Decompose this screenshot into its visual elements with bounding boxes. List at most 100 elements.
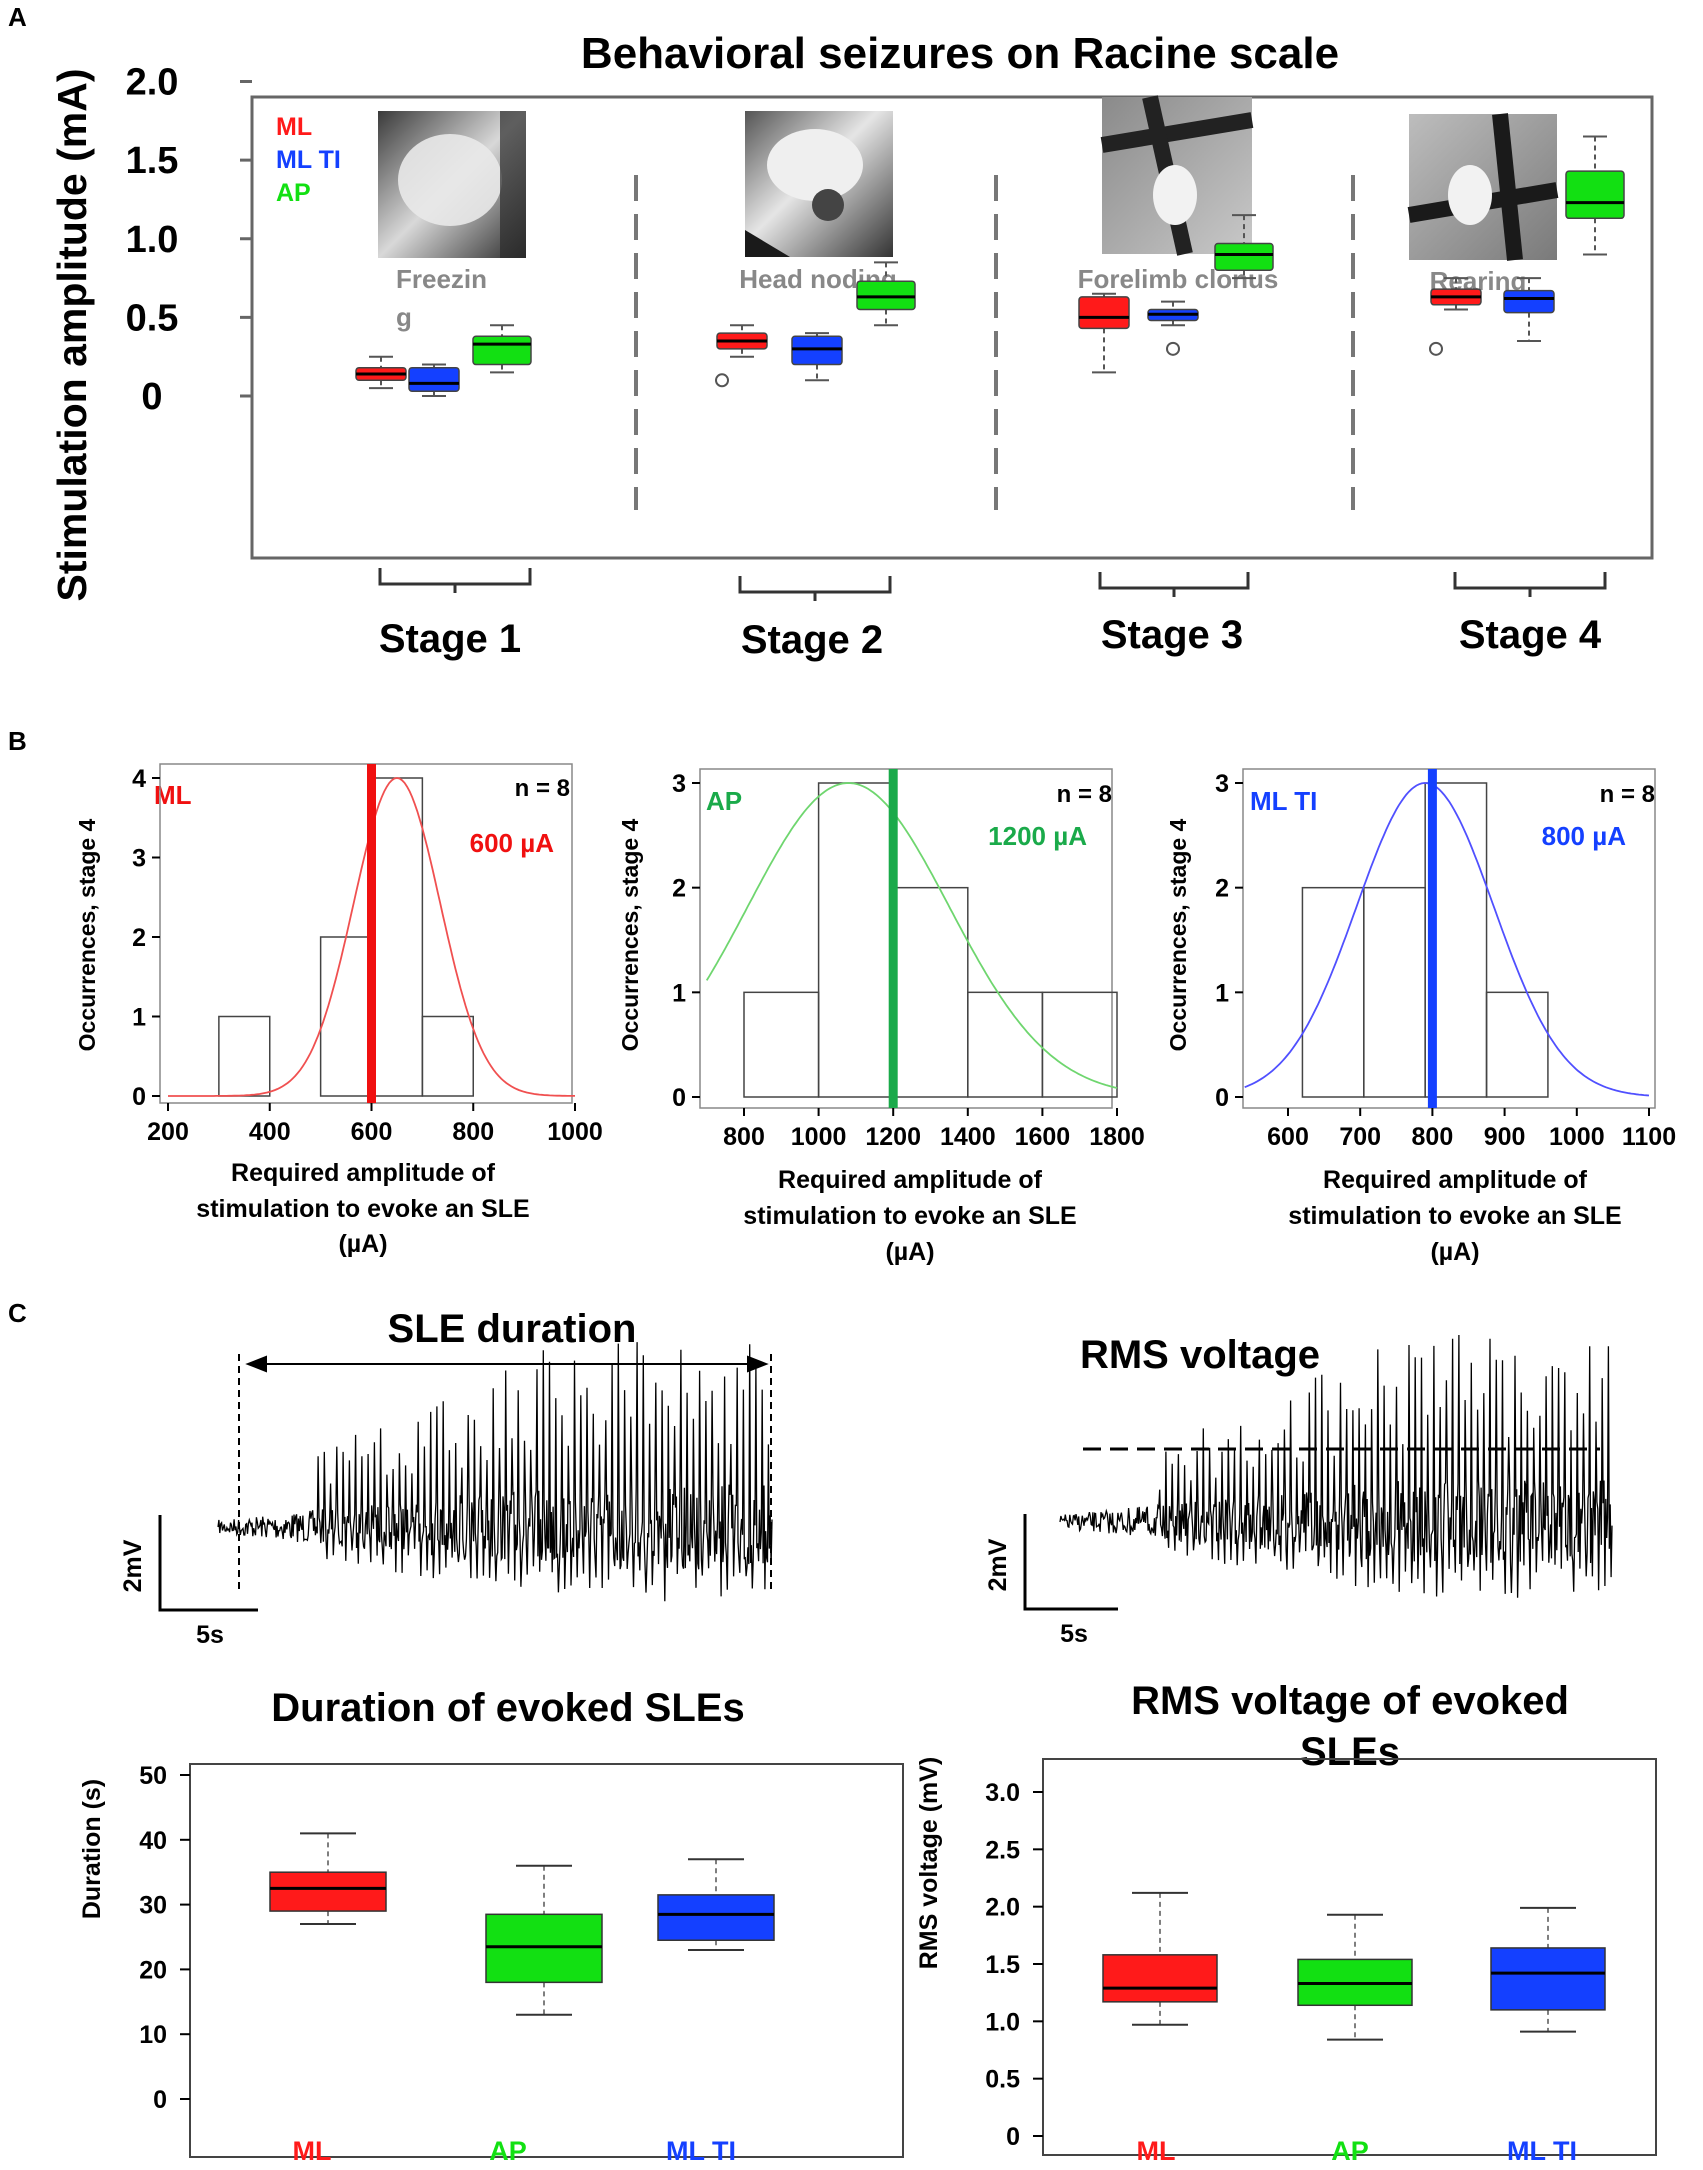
panel-a-ytick-label: 2.0 <box>126 62 179 104</box>
panel-a-ylabel: Stimulation amplitude (mA) <box>49 69 95 602</box>
outlier-point <box>1166 341 1180 356</box>
scale-bar-2: 2mV 5s <box>984 1514 1118 1648</box>
histogram-ml-ti-ylabel: Occurrences, stage 4 <box>1165 818 1191 1051</box>
category-label: ML <box>293 2136 332 2166</box>
histogram-ytick-label: 3 <box>1215 770 1229 798</box>
box-ap-stage-4 <box>1565 135 1625 256</box>
box-ml-ti: ML TI <box>657 1858 775 2166</box>
category-label: ML TI <box>1507 2136 1577 2166</box>
panel-a-title: Behavioral seizures on Racine scale <box>581 29 1339 78</box>
forelimb-clonus-photo <box>1100 95 1254 256</box>
histogram-ml: ML n = 8 600 µA Occurrences, stage 4 Req… <box>74 763 603 1258</box>
histogram-ml-ylabel: Occurrences, stage 4 <box>74 818 100 1051</box>
box-body <box>485 1913 603 1984</box>
histogram-ap-xlabel-1: Required amplitude of <box>778 1166 1043 1194</box>
panel-a-y-axis: 0 0.5 1.0 1.5 2.0 <box>126 62 252 418</box>
box-ml-stage-1 <box>355 355 407 390</box>
boxplot-ytick-label: 30 <box>139 1892 167 1920</box>
histogram-xtick-label: 1200 <box>865 1123 921 1151</box>
histogram-ytick-label: 4 <box>132 765 146 793</box>
histogram-xtick-label: 900 <box>1484 1123 1526 1151</box>
histogram-ytick-label: 2 <box>1215 875 1229 903</box>
freezing-photo <box>378 111 526 258</box>
boxplot-ytick-label: 10 <box>139 2021 167 2049</box>
normal-fit-curve <box>705 782 1118 1089</box>
box-body <box>1102 1954 1218 2003</box>
histogram-ml-ti-xlabel-1: Required amplitude of <box>1323 1166 1588 1194</box>
boxplot-ytick-label: 2.5 <box>985 1836 1020 1864</box>
boxplot-ytick-label: 0.5 <box>985 2066 1020 2094</box>
histogram-ap-n: n = 8 <box>1057 781 1112 808</box>
box-ap: AP <box>485 1864 603 2166</box>
boxplot-ytick-label: 1.0 <box>985 2008 1020 2036</box>
histogram-ml-ti-title: ML TI <box>1250 786 1317 816</box>
category-label: ML TI <box>666 2136 736 2166</box>
histogram-xtick-label: 1000 <box>1549 1123 1605 1151</box>
histogram-frame <box>699 768 1113 1109</box>
histogram-xtick-label: 1000 <box>547 1118 603 1146</box>
box-ml: ML <box>1102 1891 1218 2166</box>
histogram-ytick-label: 1 <box>132 1004 146 1032</box>
stage-1-label: Stage 1 <box>379 617 521 661</box>
boxplot-ytick-label: 50 <box>139 1762 167 1790</box>
duration-boxplot-marks: 0 10 20 30 40 50 ML AP ML TI <box>139 1762 775 2166</box>
eeg-trace-duration <box>217 1342 773 1602</box>
histogram-ytick-label: 0 <box>1215 1084 1229 1112</box>
panel-b-label: B <box>8 726 27 756</box>
histogram-xtick-label: 1600 <box>1015 1123 1071 1151</box>
scale-bar-1-voltage: 2mV <box>119 1539 147 1592</box>
histogram-frame <box>159 763 573 1104</box>
panel-a-ytick-label: 1.5 <box>126 140 179 182</box>
histogram-ml-xlabel-3: (µA) <box>338 1230 387 1258</box>
box-ap-stage-3 <box>1214 214 1274 280</box>
rms-voltage-title: RMS voltage <box>1080 1333 1320 1377</box>
boxplot-ytick-label: 0 <box>153 2086 167 2114</box>
rms-boxplot-frame <box>1042 1758 1657 2156</box>
box-ml-stage-2 <box>715 324 768 388</box>
behavior-label-freezing-wrap: g <box>396 302 412 332</box>
histogram-bar <box>1485 991 1549 1098</box>
scale-bar-2-voltage: 2mV <box>984 1538 1012 1591</box>
histogram-bar <box>817 782 894 1098</box>
histogram-bar <box>218 1015 271 1097</box>
boxplot-ytick-label: 3.0 <box>985 1779 1020 1807</box>
histogram-bar <box>319 936 373 1097</box>
histogram-ml-ti: ML TI n = 8 800 µA Occurrences, stage 4 … <box>1165 768 1676 1266</box>
box-ap: AP <box>1297 1913 1413 2166</box>
duration-boxplot-title: Duration of evoked SLEs <box>271 1686 744 1730</box>
panel-c-label: C <box>8 1298 27 1328</box>
histogram-ap-ylabel: Occurrences, stage 4 <box>617 818 643 1051</box>
scale-bar-1-time: 5s <box>196 1621 224 1649</box>
histogram-frame <box>1242 768 1656 1109</box>
panel-a-ytick-label: 0 <box>141 376 162 418</box>
stage-2-label: Stage 2 <box>741 618 883 662</box>
histogram-bar <box>421 1015 474 1097</box>
histogram-ytick-label: 2 <box>132 924 146 952</box>
histogram-ml-ti-n: n = 8 <box>1600 781 1655 808</box>
panel-a-label: A <box>8 2 27 32</box>
duration-boxplot: Duration of evoked SLEs Duration (s) 0 10… <box>78 1686 904 2166</box>
box-ap-stage-2 <box>856 261 916 327</box>
outlier-point <box>1429 341 1443 356</box>
sle-duration-arrow <box>238 1354 772 1590</box>
outlier-point <box>715 373 729 388</box>
box-ml-ti-stage-3 <box>1147 300 1199 356</box>
histogram-ytick-label: 2 <box>672 875 686 903</box>
boxplot-ytick-label: 1.5 <box>985 1951 1020 1979</box>
panel-a-plot-frame <box>250 95 1654 560</box>
normal-fit-curve <box>1244 782 1650 1097</box>
histogram-ytick-label: 3 <box>132 845 146 873</box>
box-body <box>1565 170 1625 220</box>
panel-a: A Behavioral seizures on Racine scale St… <box>8 2 1654 662</box>
histogram-xtick-label: 1800 <box>1089 1123 1145 1151</box>
boxplot-ytick-label: 0 <box>1006 2123 1020 2151</box>
histogram-xtick-label: 800 <box>723 1123 765 1151</box>
histogram-ml-ti-xlabel-3: (µA) <box>1430 1238 1479 1266</box>
histogram-xtick-label: 1400 <box>940 1123 996 1151</box>
histogram-xtick-label: 400 <box>249 1118 291 1146</box>
histogram-bar <box>967 991 1044 1098</box>
box-body <box>657 1894 775 1941</box>
box-body <box>472 335 532 366</box>
box-ml-ti: ML TI <box>1490 1906 1606 2166</box>
histogram-ap-xlabel-2: stimulation to evoke an SLE <box>743 1202 1076 1230</box>
